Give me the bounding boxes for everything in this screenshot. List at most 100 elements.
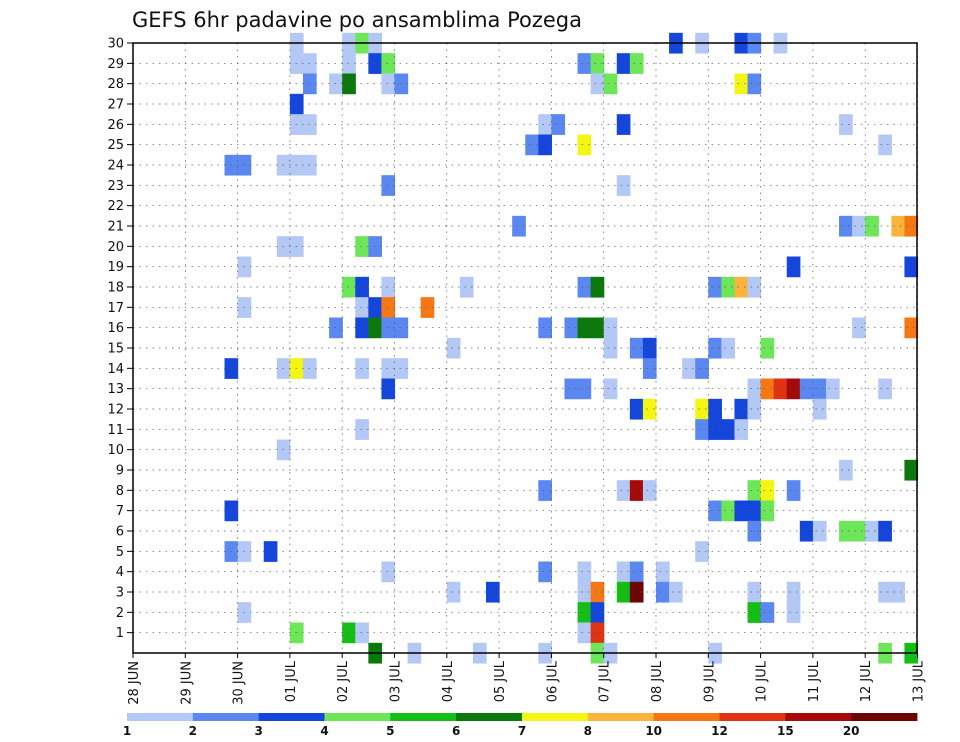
x-tick-label: 02 JUL xyxy=(336,660,351,702)
ensemble-cell xyxy=(904,459,919,481)
ensemble-cell xyxy=(839,520,853,542)
colorbar-label: 1 xyxy=(123,724,131,738)
colorbar-label: 4 xyxy=(320,724,328,738)
ensemble-cell xyxy=(381,53,396,74)
ensemble-cell xyxy=(642,480,657,501)
ensemble-cell xyxy=(368,53,383,74)
ensemble-cell xyxy=(786,480,801,501)
ensemble-cell xyxy=(564,317,579,339)
ensemble-cell xyxy=(355,317,369,339)
ensemble-cell xyxy=(590,581,605,603)
ensemble-cell xyxy=(747,276,762,298)
y-tick-label: 27 xyxy=(107,98,124,113)
ensemble-cell xyxy=(891,215,906,237)
ensemble-cell xyxy=(695,419,709,440)
colorbar-swatch xyxy=(127,713,194,721)
ensemble-cell xyxy=(629,398,644,420)
ensemble-cell xyxy=(538,317,552,339)
x-tick-label: 28 JUN xyxy=(127,661,142,705)
ensemble-cell xyxy=(865,520,879,542)
ensemble-cell xyxy=(812,378,827,400)
ensemble-cell xyxy=(878,378,892,400)
colorbar-swatch xyxy=(390,713,457,721)
colorbar-swatch xyxy=(258,713,325,721)
y-tick-label: 10 xyxy=(107,443,124,458)
y-tick-label: 30 xyxy=(107,37,124,52)
ensemble-cell xyxy=(852,317,866,339)
y-tick-label: 29 xyxy=(107,57,124,72)
y-axis: 1234567891011121314151617181920212223242… xyxy=(107,37,133,641)
ensemble-cell xyxy=(355,297,369,318)
ensemble-cell xyxy=(904,317,919,339)
x-tick-label: 13 JUL xyxy=(912,660,927,702)
ensemble-cell xyxy=(420,297,435,318)
y-tick-label: 20 xyxy=(107,240,124,255)
grid-lines xyxy=(133,42,918,653)
ensemble-cell xyxy=(616,561,631,583)
x-tick-label: 29 JUN xyxy=(179,661,194,705)
ensemble-cell xyxy=(381,378,396,400)
ensemble-cell xyxy=(381,561,396,583)
ensemble-cell xyxy=(760,500,775,522)
x-tick-label: 11 JUL xyxy=(807,660,822,702)
x-tick-label: 12 JUL xyxy=(859,660,874,702)
ensemble-cell xyxy=(747,581,762,603)
ensemble-cell xyxy=(616,581,631,603)
x-tick-label: 06 JUL xyxy=(545,660,560,702)
y-tick-label: 14 xyxy=(107,362,124,377)
ensemble-cell xyxy=(446,337,461,359)
ensemble-cell xyxy=(577,602,592,623)
ensemble-cell xyxy=(734,500,749,522)
colorbar-label: 20 xyxy=(843,724,860,738)
colorbar-swatch xyxy=(851,713,918,721)
ensemble-cell xyxy=(355,236,369,257)
ensemble-cell xyxy=(708,398,722,420)
ensemble-cell xyxy=(577,581,592,603)
x-tick-label: 03 JUL xyxy=(389,660,404,702)
ensemble-cell xyxy=(381,297,396,318)
ensemble-cell xyxy=(629,480,644,501)
ensemble-cell xyxy=(904,215,919,237)
y-tick-label: 25 xyxy=(107,138,124,153)
colorbar-swatch xyxy=(719,713,786,721)
ensemble-cell xyxy=(747,378,762,400)
ensemble-cell xyxy=(695,398,709,420)
ensemble-cell xyxy=(577,378,592,400)
ensemble-cell xyxy=(865,215,879,237)
ensemble-cell xyxy=(734,419,749,440)
ensemble-cell xyxy=(760,337,775,359)
ensemble-cell xyxy=(381,317,396,339)
ensemble-cell xyxy=(852,520,866,542)
ensemble-cell xyxy=(616,480,631,501)
ensemble-cell xyxy=(734,398,749,420)
ensemble-cell xyxy=(590,276,605,298)
y-tick-label: 12 xyxy=(107,403,124,418)
ensemble-cell xyxy=(825,378,840,400)
ensemble-cell xyxy=(394,358,409,379)
y-tick-label: 6 xyxy=(116,525,124,540)
ensemble-cell xyxy=(721,337,736,359)
ensemble-cell xyxy=(708,419,722,440)
ensemble-cell xyxy=(878,134,892,156)
ensemble-cell xyxy=(616,53,631,74)
ensemble-cell xyxy=(799,378,814,400)
ensemble-cell xyxy=(904,256,919,278)
ensemble-cell xyxy=(747,500,762,522)
ensemble-cell xyxy=(342,53,356,74)
chart-title: GEFS 6hr padavine po ansamblima Pozega xyxy=(132,8,582,32)
x-tick-label: 04 JUL xyxy=(441,660,456,702)
ensemble-cell xyxy=(368,236,383,257)
y-tick-label: 26 xyxy=(107,118,124,133)
ensemble-cell xyxy=(695,541,709,562)
y-tick-label: 23 xyxy=(107,179,124,194)
ensemble-cell xyxy=(734,276,749,298)
y-tick-label: 21 xyxy=(107,220,124,235)
ensemble-cell xyxy=(590,73,605,95)
y-tick-label: 1 xyxy=(116,626,124,641)
y-tick-label: 13 xyxy=(107,382,124,397)
ensemble-cell xyxy=(577,622,592,644)
ensemble-cell xyxy=(878,520,892,542)
colorbar-label: 12 xyxy=(711,724,728,738)
ensemble-cell xyxy=(446,581,461,603)
